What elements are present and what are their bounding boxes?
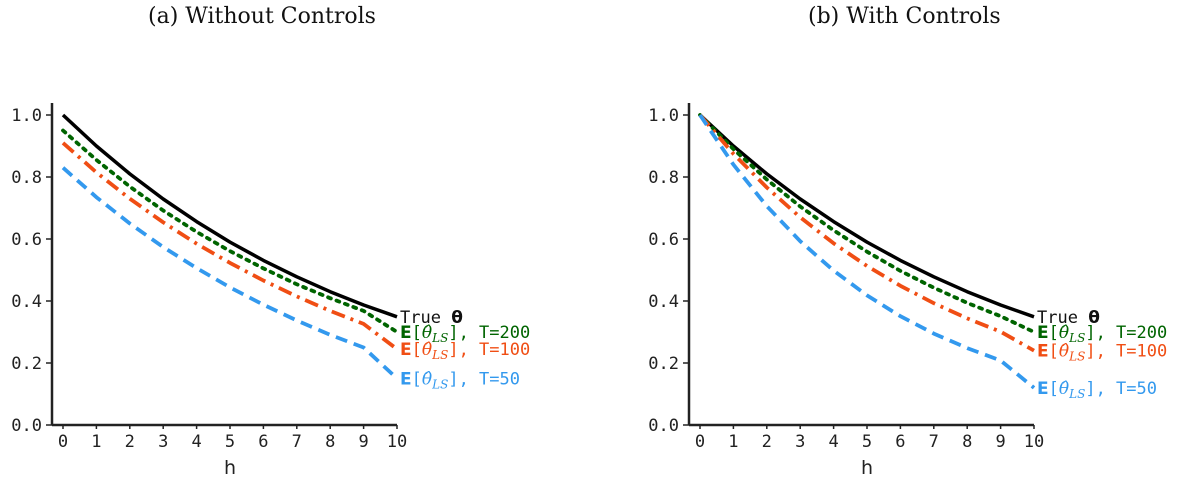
x-tick-label: 7 bbox=[292, 432, 302, 452]
x-axis-title: h bbox=[861, 457, 873, 479]
y-tick-label: 0.8 bbox=[11, 168, 42, 188]
series-label-1: E[θ̂LS], T=200 bbox=[1037, 323, 1167, 345]
x-tick-label: 5 bbox=[862, 432, 872, 452]
y-tick-label: 0.0 bbox=[648, 416, 679, 436]
panel-b-title: (b) With Controls bbox=[808, 4, 1001, 29]
x-tick-label: 10 bbox=[1024, 432, 1044, 452]
panel-a-title: (a) Without Controls bbox=[148, 4, 376, 29]
x-tick-label: 2 bbox=[125, 432, 135, 452]
series-line-1 bbox=[698, 113, 1036, 334]
series-label-1: E[θ̂LS], T=200 bbox=[400, 323, 530, 345]
x-tick-label: 1 bbox=[91, 432, 101, 452]
x-tick-label: 8 bbox=[325, 432, 335, 452]
x-tick-label: 0 bbox=[58, 432, 68, 452]
series-line-0 bbox=[698, 113, 1035, 319]
series-label-0: True θ bbox=[1037, 308, 1100, 328]
y-tick-label: 0.4 bbox=[11, 292, 42, 312]
y-tick-label: 1.0 bbox=[11, 106, 42, 126]
series-line-2 bbox=[61, 141, 399, 351]
y-tick-label: 0.0 bbox=[11, 416, 42, 436]
series-line-1 bbox=[61, 128, 399, 334]
x-tick-label: 6 bbox=[258, 432, 268, 452]
x-tick-label: 1 bbox=[728, 432, 738, 452]
x-tick-label: 9 bbox=[995, 432, 1005, 452]
x-tick-label: 0 bbox=[695, 432, 705, 452]
y-tick-label: 0.2 bbox=[11, 354, 42, 374]
y-tick-label: 0.2 bbox=[648, 354, 679, 374]
series-label-0: True θ bbox=[400, 308, 463, 328]
y-tick-label: 0.4 bbox=[648, 292, 679, 312]
x-tick-label: 2 bbox=[762, 432, 772, 452]
x-tick-label: 4 bbox=[191, 432, 201, 452]
y-tick-label: 0.8 bbox=[648, 168, 679, 188]
y-tick-label: 1.0 bbox=[648, 106, 679, 126]
series-label-2: E[θ̂LS], T=100 bbox=[400, 340, 530, 362]
x-tick-label: 4 bbox=[828, 432, 838, 452]
series-label-3: E[θ̂LS], T=50 bbox=[400, 370, 520, 392]
x-tick-label: 8 bbox=[962, 432, 972, 452]
series-label-3: E[θ̂LS], T=50 bbox=[1037, 379, 1157, 401]
series-label-2: E[θ̂LS], T=100 bbox=[1037, 342, 1167, 364]
x-tick-label: 7 bbox=[929, 432, 939, 452]
x-tick-label: 3 bbox=[795, 432, 805, 452]
y-tick-label: 0.6 bbox=[11, 230, 42, 250]
y-tick-label: 0.6 bbox=[648, 230, 679, 250]
x-tick-label: 9 bbox=[358, 432, 368, 452]
x-tick-label: 10 bbox=[387, 432, 407, 452]
x-tick-label: 3 bbox=[158, 432, 168, 452]
series-line-2 bbox=[698, 113, 1035, 353]
series-line-0 bbox=[61, 113, 398, 319]
x-tick-label: 5 bbox=[225, 432, 235, 452]
x-tick-label: 6 bbox=[895, 432, 905, 452]
x-axis-title: h bbox=[224, 457, 236, 479]
series-line-3 bbox=[698, 113, 1036, 390]
series-line-3 bbox=[61, 166, 399, 380]
